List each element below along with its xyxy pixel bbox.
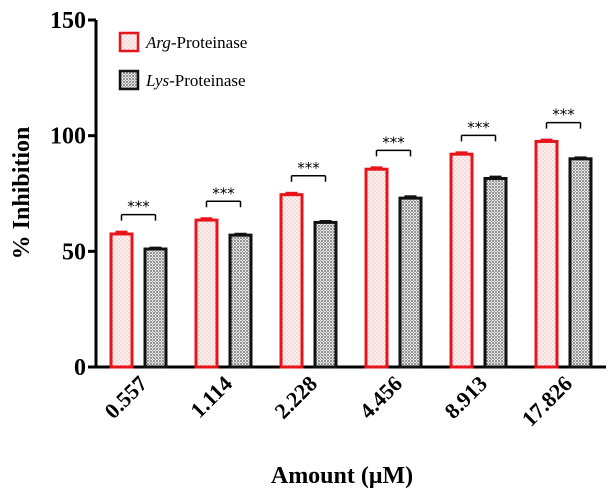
y-tick-label: 150 <box>50 8 86 34</box>
significance-label: *** <box>382 133 405 151</box>
bar-lys <box>313 220 338 369</box>
bar-arg <box>194 218 219 369</box>
x-tick-label: 17.826 <box>517 371 577 431</box>
x-tick-label: 1.114 <box>185 371 237 423</box>
significance-label: *** <box>552 106 575 124</box>
legend-label-lys-italic: Lys <box>145 71 169 90</box>
bar-lys <box>483 176 508 369</box>
bar-arg <box>534 139 559 369</box>
significance-label: *** <box>297 159 320 177</box>
bar-lys <box>568 157 593 369</box>
y-axis-title: % Inhibition <box>9 127 35 260</box>
legend-label-lys-rest: -Proteinase <box>169 71 245 90</box>
significance-layer: *** *** *** *** *** *** <box>120 106 582 221</box>
bar-lys <box>143 247 168 369</box>
bar-arg <box>279 193 304 369</box>
significance-label: *** <box>212 184 235 202</box>
legend-swatch-lys <box>118 69 140 91</box>
bar-arg <box>449 152 474 369</box>
x-tick-label: 2.228 <box>269 371 322 424</box>
legend-swatch-arg <box>118 31 140 53</box>
legend-entry-arg: Arg-Proteinase <box>118 31 247 53</box>
legend-label-arg-rest: -Proteinase <box>171 33 247 52</box>
legend-label-arg-italic: Arg <box>145 33 171 52</box>
x-tick-label: 0.557 <box>99 371 152 424</box>
y-tick-label: 0 <box>74 355 86 381</box>
significance-label: *** <box>467 118 490 136</box>
legend-entry-lys: Lys-Proteinase <box>118 69 246 91</box>
svg-text:Arg-Proteinase: Arg-Proteinase <box>145 33 247 52</box>
bar-arg <box>109 232 134 369</box>
bar-lys <box>398 196 423 369</box>
bar-lys <box>228 233 253 369</box>
x-tick-label: 8.913 <box>439 371 492 424</box>
svg-text:Lys-Proteinase: Lys-Proteinase <box>145 71 246 90</box>
y-tick-label: 50 <box>62 239 86 265</box>
significance-label: *** <box>127 198 150 216</box>
x-tick-label: 4.456 <box>354 371 407 424</box>
bars-layer <box>109 138 593 369</box>
x-axis-title: Amount (μM) <box>271 463 413 489</box>
legend: Arg-Proteinase Lys-Proteinase <box>118 31 247 91</box>
bar-arg <box>364 167 389 369</box>
y-tick-label: 100 <box>50 124 86 150</box>
